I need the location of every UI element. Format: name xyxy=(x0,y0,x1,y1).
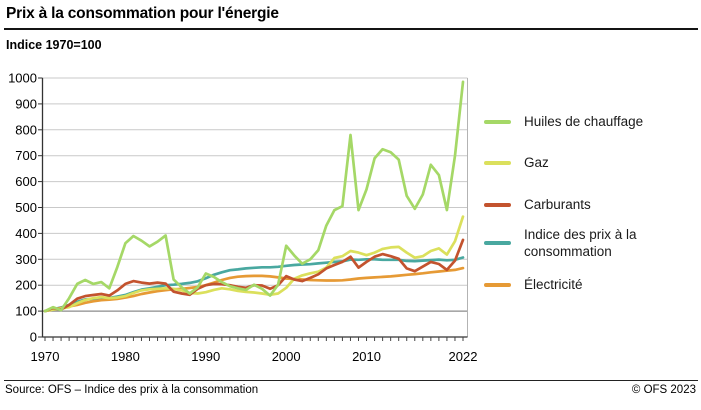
x-tick-label: 2022 xyxy=(449,349,478,364)
legend-item-huiles-de-chauffage: Huiles de chauffage xyxy=(484,113,656,130)
y-tick-label: 0 xyxy=(30,330,37,345)
legend-label: Huiles de chauffage xyxy=(524,114,644,129)
legend-swatch-huiles-de-chauffage xyxy=(484,119,511,124)
x-axis-ticks: 1970 1980 1990 2000 2010 2022 xyxy=(31,337,478,364)
y-tick-label: 200 xyxy=(15,278,37,293)
legend-swatch-gaz xyxy=(484,160,511,165)
x-tick-label: 1980 xyxy=(111,349,140,364)
legend-item-indice-des-prix-a-la-consommation: Indice des prix à la consommation xyxy=(484,226,656,260)
y-tick-label: 900 xyxy=(15,96,37,111)
series-line-huiles-de-chauffage xyxy=(43,80,465,313)
legend-label: Indice des prix à la consommation xyxy=(524,227,637,259)
copyright-note: © OFS 2023 xyxy=(631,384,696,396)
y-tick-label: 1000 xyxy=(8,71,37,86)
legend-swatch-indice-des-prix-a-la-consommation xyxy=(484,241,511,245)
legend-item-gaz: Gaz xyxy=(484,154,656,171)
legend-item-carburants: Carburants xyxy=(484,196,656,213)
series-line-electricite xyxy=(43,266,465,313)
chart-subtitle: Indice 1970=100 xyxy=(6,38,102,52)
legend-swatch-carburants xyxy=(484,202,511,207)
x-tick-label: 2000 xyxy=(272,349,301,364)
legend-swatch-electricite xyxy=(484,282,511,287)
y-tick-label: 400 xyxy=(15,226,37,241)
source-note: Source: OFS – Indice des prix à la conso… xyxy=(5,384,259,396)
y-tick-label: 100 xyxy=(15,304,37,319)
series-line-gaz xyxy=(43,215,465,313)
legend-label: Gaz xyxy=(524,155,549,170)
footer-divider xyxy=(4,380,698,381)
legend-label: Électricité xyxy=(524,277,583,292)
y-tick-label: 300 xyxy=(15,252,37,267)
y-tick-label: 500 xyxy=(15,200,37,215)
energy-price-line-chart: 0 100 200 300 400 500 600 700 800 900 1000 1970 1980… xyxy=(8,71,478,365)
y-tick-label: 800 xyxy=(15,122,37,137)
legend-label: Carburants xyxy=(524,197,591,212)
legend-item-electricite: Électricité xyxy=(484,276,656,293)
y-tick-label: 700 xyxy=(15,148,37,163)
title-divider xyxy=(4,28,698,30)
y-axis-ticks: 0 100 200 300 400 500 600 700 800 900 1000 xyxy=(8,71,43,345)
x-tick-label: 1990 xyxy=(191,349,220,364)
page-title: Prix à la consommation pour l'énergie xyxy=(6,5,279,22)
x-tick-label: 1970 xyxy=(31,349,60,364)
y-gridlines xyxy=(42,77,468,312)
x-tick-label: 2010 xyxy=(352,349,381,364)
y-tick-label: 600 xyxy=(15,174,37,189)
